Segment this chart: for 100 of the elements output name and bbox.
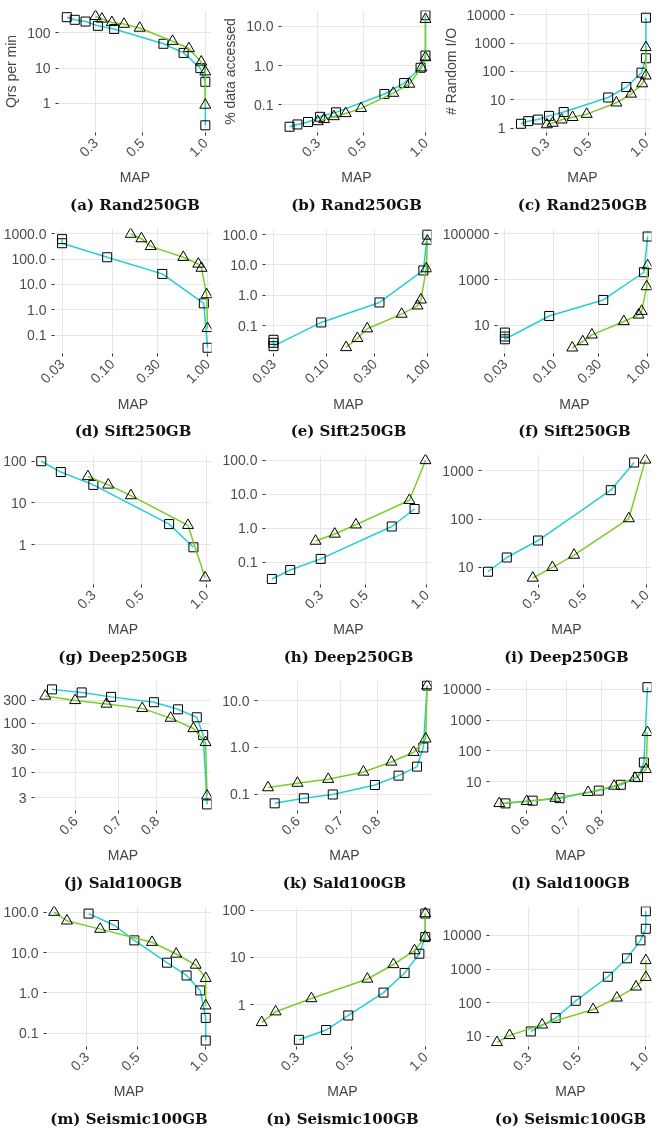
x-axis-title: MAP: [327, 1083, 358, 1100]
y-tick-label: 10.0: [222, 692, 250, 709]
y-tick-label: 10000: [442, 927, 482, 944]
y-tick-label: 10.0: [230, 256, 258, 273]
y-tick-label: 100.0: [3, 904, 39, 921]
y-tick-label: 10: [465, 1028, 482, 1045]
text: (b) Rand250GB: [291, 195, 422, 214]
text: (g) Deep250GB: [58, 647, 188, 666]
y-tick-label: 100.0: [222, 226, 258, 243]
y-tick-label: 100: [458, 742, 482, 759]
x-tick-label: 0.10: [301, 355, 333, 387]
text: (i) Deep250GB: [504, 647, 629, 666]
x-tick-label: 0.5: [346, 586, 372, 612]
y-tick-label: 300: [3, 692, 27, 709]
y-tick-label: 100.0: [11, 251, 47, 268]
x-axis-title: MAP: [559, 395, 590, 412]
x-tick-label: 1.0: [186, 586, 212, 612]
text: (j) Sald100GB: [63, 873, 183, 892]
x-tick-label: 1.0: [406, 586, 433, 612]
y-tick-label: 1000: [442, 462, 474, 479]
y-tick-label: 1.0: [238, 520, 258, 537]
text: (n) Seismic100GB: [266, 1109, 419, 1128]
x-tick-label: 0.3: [518, 586, 544, 612]
x-axis-title: MAP: [329, 847, 360, 864]
y-tick-label: 10: [473, 317, 490, 334]
y-tick-label: 10.0: [246, 18, 274, 35]
y-tick-label: 1000: [474, 35, 506, 52]
x-tick-label: 0.3: [527, 134, 553, 160]
text: (c) Rand250GB: [517, 195, 648, 214]
y-axis-title: % data accessed: [222, 18, 239, 125]
x-tick-label: 1.0: [626, 586, 653, 612]
x-tick-label: 1.0: [626, 1048, 652, 1074]
x-tick-label: 0.3: [73, 586, 100, 612]
y-tick-label: 100: [450, 511, 474, 528]
y-tick-label: 10000: [442, 681, 482, 698]
y-tick-label: 100: [482, 63, 506, 80]
x-tick-label: 1.0: [405, 1048, 432, 1074]
x-axis-title: MAP: [107, 847, 139, 864]
y-tick-label: 1.0: [230, 739, 250, 756]
x-axis-title: MAP: [567, 169, 598, 186]
y-tick-label: 1.0: [254, 57, 274, 74]
x-tick-label: 0.5: [122, 134, 148, 160]
text: (a) Rand250GB: [70, 195, 200, 214]
text: (f) Sift250GB: [518, 421, 631, 440]
y-tick-label: 30: [10, 741, 27, 758]
x-axis-title: MAP: [117, 395, 149, 412]
y-tick-label: 1: [18, 536, 27, 553]
x-tick-label: 0.7: [321, 812, 347, 838]
x-axis-title: MAP: [333, 621, 364, 638]
x-axis-title: MAP: [333, 395, 364, 412]
x-tick-label: 0.5: [569, 134, 595, 160]
x-axis-title: MAP: [555, 1083, 586, 1100]
x-tick-label: 0.8: [358, 812, 384, 838]
y-tick-label: 1: [42, 95, 51, 112]
x-tick-label: 0.5: [564, 586, 590, 612]
y-tick-label: 10: [10, 494, 27, 511]
x-tick-label: 0.3: [76, 134, 102, 160]
x-axis-title: MAP: [341, 169, 372, 186]
x-tick-label: 1.0: [185, 134, 212, 160]
x-tick-label: 0.7: [547, 812, 573, 838]
x-tick-label: 1.0: [186, 1048, 212, 1074]
x-tick-label: 0.8: [582, 812, 608, 838]
y-tick-label: 0.1: [254, 96, 274, 113]
y-tick-label: 100: [3, 715, 27, 732]
text: (k) Sald100GB: [282, 873, 407, 892]
y-tick-label: 10: [489, 91, 506, 108]
x-tick-label: 0.5: [331, 1048, 358, 1074]
x-tick-label: 0.5: [559, 1048, 585, 1074]
y-tick-label: 10: [457, 559, 474, 576]
x-axis-title: MAP: [113, 1083, 145, 1100]
y-tick-label: 1.0: [27, 301, 47, 318]
y-tick-label: 10.0: [11, 944, 39, 961]
x-axis-title: MAP: [555, 847, 586, 864]
x-tick-label: 0.5: [117, 1048, 143, 1074]
text: (d) Sift250GB: [74, 421, 192, 440]
y-tick-label: 1000.0: [3, 225, 47, 242]
y-tick-label: 0.1: [19, 1025, 39, 1042]
y-tick-label: 100.0: [222, 452, 258, 469]
y-tick-label: 1: [237, 996, 246, 1013]
text: (o) Seismic100GB: [494, 1109, 647, 1128]
x-tick-label: 0.3: [301, 586, 327, 612]
y-tick-label: 100: [222, 902, 246, 919]
y-tick-label: 100000: [442, 225, 490, 242]
x-tick-label: 0.3: [277, 1048, 303, 1074]
x-tick-label: 0.3: [298, 134, 324, 160]
text: (h) Deep250GB: [283, 647, 414, 666]
y-axis-title: Qrs per min: [3, 34, 20, 109]
y-tick-label: 10000: [466, 6, 506, 23]
y-tick-label: 10: [34, 60, 51, 77]
text: (e) Sift250GB: [290, 421, 407, 440]
y-tick-label: 3: [18, 789, 27, 806]
x-tick-label: 0.6: [507, 812, 533, 838]
text: (m) Seismic100GB: [50, 1109, 208, 1128]
y-tick-label: 0.1: [230, 786, 250, 803]
y-tick-label: 100: [27, 24, 51, 41]
x-tick-label: 0.3: [67, 1048, 93, 1074]
x-tick-label: 0.5: [344, 134, 370, 160]
x-tick-label: 0.7: [99, 812, 125, 838]
y-tick-label: 1.0: [19, 984, 39, 1001]
x-axis-title: MAP: [551, 621, 582, 638]
